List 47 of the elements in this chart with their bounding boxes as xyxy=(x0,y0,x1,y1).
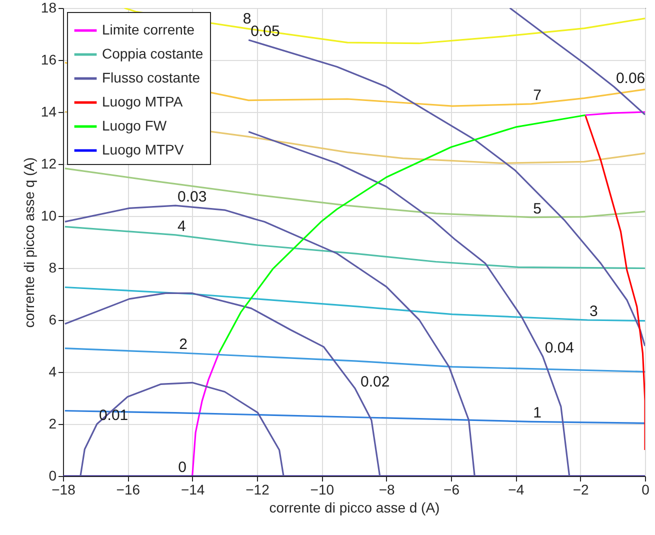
annotation: 0 xyxy=(178,459,187,476)
x-tick-label: −12 xyxy=(246,482,270,498)
line-series xyxy=(64,204,476,476)
annotation: 0.04 xyxy=(544,340,574,357)
y-tick-label: 2 xyxy=(48,416,57,432)
annotation: 0.03 xyxy=(178,188,207,206)
annotation: 8 xyxy=(242,10,252,28)
y-tick-label: 12 xyxy=(40,156,57,172)
legend-label: Luogo MTPA xyxy=(102,94,184,110)
line-series xyxy=(218,114,586,354)
y-tick-label: 10 xyxy=(40,208,57,224)
legend-label: Luogo FW xyxy=(102,118,168,134)
x-tick-label: −14 xyxy=(180,482,205,498)
x-tick-label: −16 xyxy=(116,482,140,498)
y-tick-label: 4 xyxy=(48,364,57,380)
x-tick-label: 0 xyxy=(642,482,650,498)
y-tick-label: 14 xyxy=(40,104,57,120)
y-tick-label: 0 xyxy=(48,468,57,484)
legend-label: Coppia costante xyxy=(102,46,204,62)
line-series xyxy=(64,168,645,218)
y-tick-label: 16 xyxy=(40,52,57,68)
x-tick-label: −2 xyxy=(572,482,590,498)
annotation: 0.06 xyxy=(616,70,646,87)
legend-label: Limite corrente xyxy=(102,22,195,38)
y-tick-label: 18 xyxy=(40,0,57,16)
x-tick-label: −10 xyxy=(310,482,334,498)
line-series xyxy=(509,8,645,116)
line-series xyxy=(64,286,645,322)
annotation: 0.02 xyxy=(360,374,390,391)
line-series xyxy=(80,382,284,476)
legend-label: Flusso costante xyxy=(102,70,200,86)
x-tick-label: −18 xyxy=(52,482,76,498)
x-tick-label: −8 xyxy=(378,482,396,498)
annotation: 3 xyxy=(589,303,598,320)
y-tick-label: 6 xyxy=(48,312,57,328)
annotation: 5 xyxy=(533,200,542,218)
annotation: 4 xyxy=(178,218,186,235)
y-axis-title: corrente di picco asse q (A) xyxy=(20,157,37,328)
x-axis-title: corrente di picco asse d (A) xyxy=(269,500,440,516)
y-tick-label: 8 xyxy=(48,260,57,276)
line-series xyxy=(584,115,645,451)
x-tick-label: −4 xyxy=(508,482,524,498)
annotation: 7 xyxy=(533,86,542,104)
annotation: 2 xyxy=(179,336,188,353)
legend-label: Luogo MTPV xyxy=(102,142,184,158)
annotation: 1 xyxy=(533,404,542,422)
x-tick-label: −6 xyxy=(444,482,460,498)
